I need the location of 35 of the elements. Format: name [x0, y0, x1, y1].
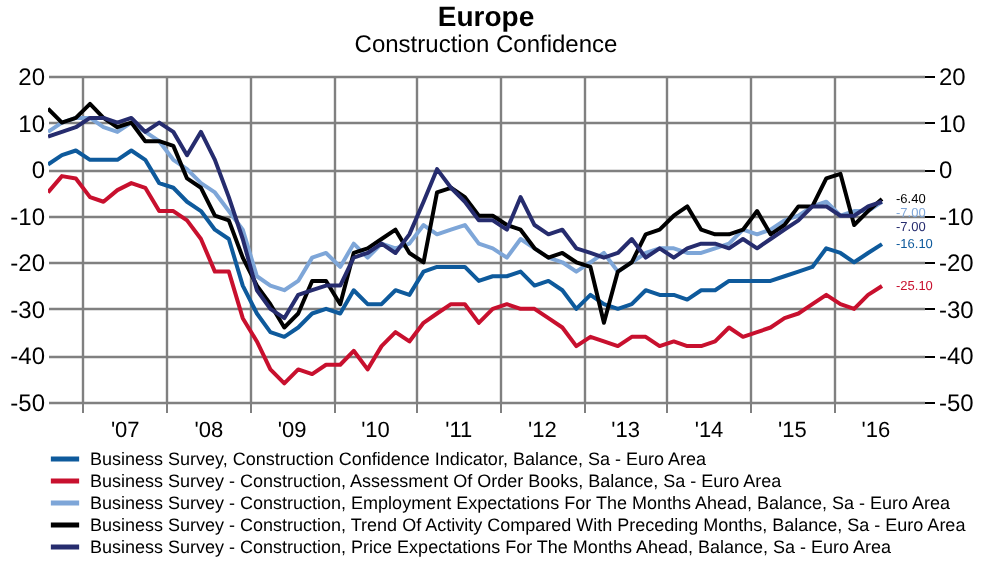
chart-subtitle: Construction Confidence — [354, 30, 619, 58]
legend-label: Business Survey - Construction, Assessment Of Order Books, Balance, Sa - Euro Area — [90, 471, 782, 491]
chart-title: Europe — [437, 0, 535, 32]
legend-label: Business Survey - Construction, Price Expectations For The Months Ahead, Balance, Sa - Euro Area — [90, 537, 892, 557]
y2-tick-label: -10 — [939, 202, 975, 231]
y-tick-label: -20 — [10, 249, 46, 278]
legend-label: Business Survey - Construction, Employment Expectations For The Months Ahead, Balance, Sa - Euro Area — [90, 493, 951, 513]
x-tick-label: '13 — [611, 419, 641, 443]
x-tick-label: '07 — [110, 419, 140, 443]
y-tick-label: 10 — [18, 109, 46, 138]
x-tick-label: '16 — [861, 419, 891, 443]
y2-tick-label: -20 — [939, 249, 975, 278]
legend-label: Business Survey - Construction, Trend Of Activity Compared With Preceding Months, Balance, Sa - Euro Area — [90, 515, 966, 535]
y-tick-label: -40 — [10, 342, 46, 371]
y-tick-label: -10 — [10, 202, 46, 231]
y2-tick-label: -30 — [939, 295, 975, 324]
y-tick-label: -50 — [10, 389, 46, 417]
y2-tick-label: 20 — [939, 63, 967, 91]
y-tick-label: 0 — [31, 156, 46, 185]
x-tick-label: '10 — [361, 419, 390, 443]
x-tick-label: '09 — [277, 419, 307, 443]
x-tick-label: '15 — [778, 419, 807, 443]
y2-tick-label: 0 — [939, 156, 953, 185]
line-series — [48, 174, 884, 386]
x-tick-label: '11 — [445, 419, 473, 443]
line-series — [48, 148, 884, 339]
y2-tick-label: 10 — [939, 109, 967, 138]
y-tick-label: -30 — [10, 295, 46, 324]
legend-label: Business Survey, Construction Confidence Indicator, Balance, Sa - Euro Area — [90, 449, 706, 469]
x-tick-label: '08 — [194, 419, 224, 443]
y-tick-label: 20 — [18, 63, 46, 91]
y2-tick-label: -40 — [939, 342, 975, 371]
y2-tick-label: -50 — [939, 389, 975, 417]
x-tick-label: '12 — [528, 419, 557, 443]
x-tick-label: '14 — [694, 419, 724, 443]
